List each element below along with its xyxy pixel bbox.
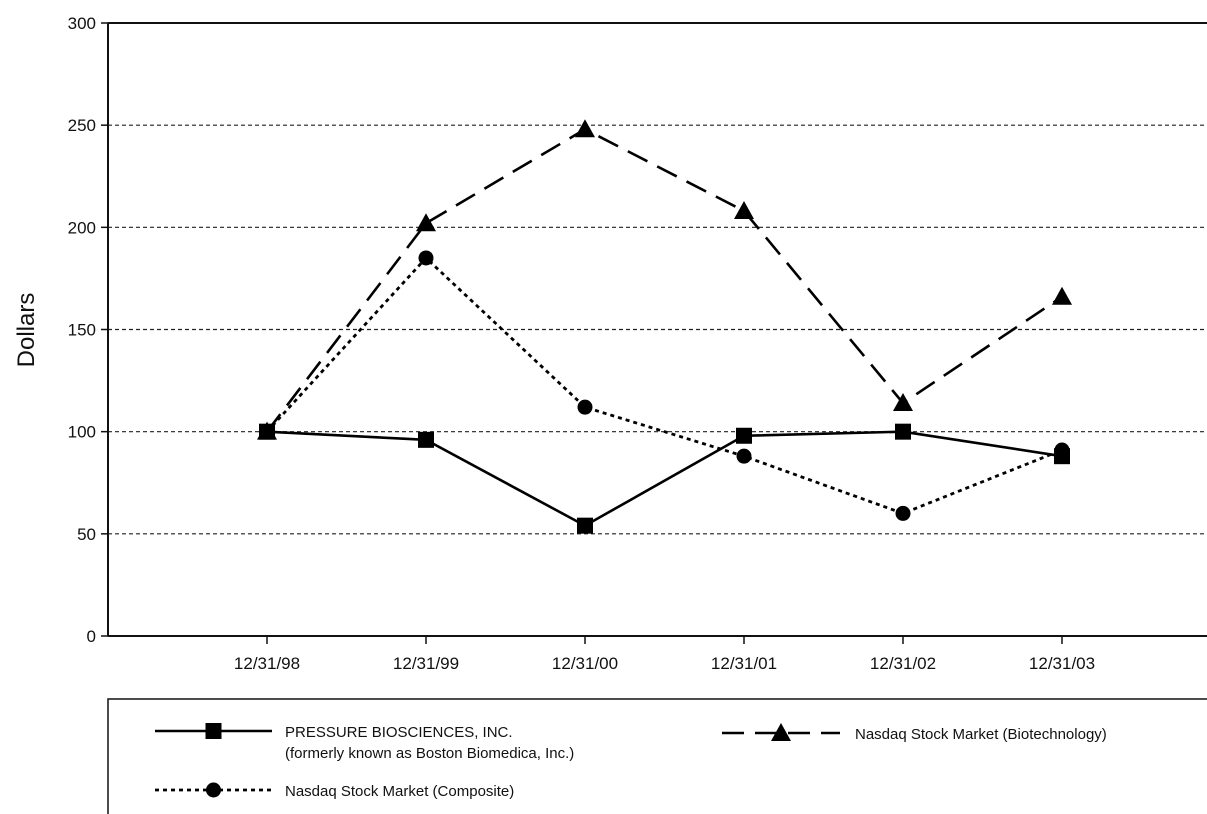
series-line-circle bbox=[265, 256, 1063, 515]
data-point-square bbox=[895, 423, 911, 440]
data-point-square bbox=[577, 517, 593, 534]
legend: PRESSURE BIOSCIENCES, INC. (formerly know… bbox=[107, 698, 1207, 814]
data-point-triangle bbox=[416, 213, 436, 232]
y-axis-title: Dollars bbox=[13, 293, 40, 368]
data-point-square bbox=[259, 423, 275, 440]
legend-label: PRESSURE BIOSCIENCES, INC. bbox=[285, 724, 513, 741]
x-tick-label: 12/31/99 bbox=[393, 654, 459, 673]
x-tick-label: 12/31/03 bbox=[1029, 654, 1095, 673]
legend-border bbox=[107, 698, 1207, 814]
x-tick-label: 12/31/02 bbox=[870, 654, 936, 673]
data-point-square bbox=[1054, 448, 1070, 465]
gridlines bbox=[108, 124, 1207, 535]
legend-label-line2: (formerly known as Boston Biomedica, Inc… bbox=[285, 745, 574, 762]
legend-label: Nasdaq Stock Market (Composite) bbox=[285, 783, 514, 800]
data-point-square bbox=[736, 427, 752, 444]
y-tick-label: 0 bbox=[87, 627, 96, 646]
y-tick-label: 300 bbox=[68, 14, 96, 33]
data-point-triangle bbox=[734, 200, 754, 219]
y-tick-label: 50 bbox=[77, 525, 96, 544]
data-point-triangle bbox=[575, 119, 595, 138]
legend-marker-square bbox=[205, 723, 222, 739]
data-point-triangle bbox=[1052, 286, 1072, 305]
series-line-square bbox=[266, 430, 1063, 527]
x-tick-label: 12/31/00 bbox=[552, 654, 618, 673]
data-point-circle bbox=[736, 448, 752, 464]
data-point-circle bbox=[418, 250, 434, 266]
data-point-circle bbox=[895, 505, 911, 521]
series-markers bbox=[257, 119, 1072, 534]
data-point-square bbox=[418, 431, 434, 448]
y-tick-label: 100 bbox=[68, 423, 96, 442]
y-tick-label: 250 bbox=[68, 116, 96, 135]
series-line-triangle bbox=[265, 127, 1063, 433]
legend-marker-circle bbox=[206, 782, 221, 798]
legend-items: PRESSURE BIOSCIENCES, INC. (formerly know… bbox=[155, 723, 1107, 800]
series-lines bbox=[265, 127, 1063, 527]
x-ticks: 12/31/98 12/31/99 12/31/00 12/31/01 12/31/02… bbox=[234, 636, 1095, 673]
x-tick-label: 12/31/98 bbox=[234, 654, 300, 673]
data-point-circle bbox=[577, 399, 593, 415]
legend-label: Nasdaq Stock Market (Biotechnology) bbox=[855, 726, 1107, 743]
y-tick-label: 200 bbox=[68, 218, 96, 237]
y-tick-label: 150 bbox=[68, 321, 96, 340]
y-ticks: 0 50 100 150 200 250 300 bbox=[68, 14, 108, 646]
x-tick-label: 12/31/01 bbox=[711, 654, 777, 673]
data-point-triangle bbox=[893, 393, 913, 412]
legend-marker-triangle bbox=[771, 723, 791, 741]
